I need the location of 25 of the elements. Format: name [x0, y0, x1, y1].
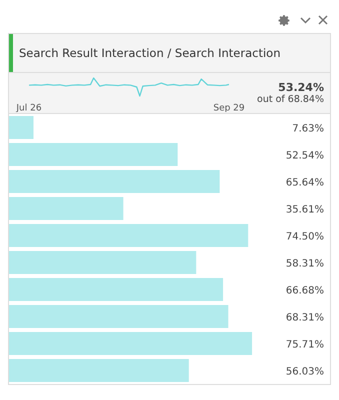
- bar: [9, 332, 252, 355]
- bar: [9, 143, 178, 166]
- bar: [9, 116, 34, 139]
- data-label: 68.31%: [286, 312, 324, 324]
- data-label: 58.31%: [286, 258, 324, 270]
- text: out of 68.84%: [256, 94, 324, 105]
- data-label: 7.63%: [292, 124, 324, 134]
- data-label: 52.54%: [286, 150, 324, 162]
- data-label: 75.71%: [286, 340, 324, 350]
- bar: [9, 170, 220, 193]
- bar: [9, 278, 224, 301]
- bar: [9, 359, 189, 382]
- data-label: 74.50%: [286, 232, 324, 242]
- bar: [9, 224, 248, 247]
- bar: [9, 305, 228, 328]
- x-tick-label: Jul 26: [15, 103, 42, 114]
- data-label: 35.61%: [286, 204, 324, 216]
- text: 53.24%: [277, 81, 324, 94]
- bar: [9, 197, 124, 220]
- data-label: 56.03%: [286, 366, 324, 378]
- data-label: 65.64%: [286, 178, 324, 188]
- data-label: 66.68%: [286, 286, 324, 296]
- x-tick-label: Sep 29: [213, 103, 245, 114]
- bar: [9, 251, 196, 274]
- chart-title: Search Result Interaction / Search Interaction: [19, 46, 280, 60]
